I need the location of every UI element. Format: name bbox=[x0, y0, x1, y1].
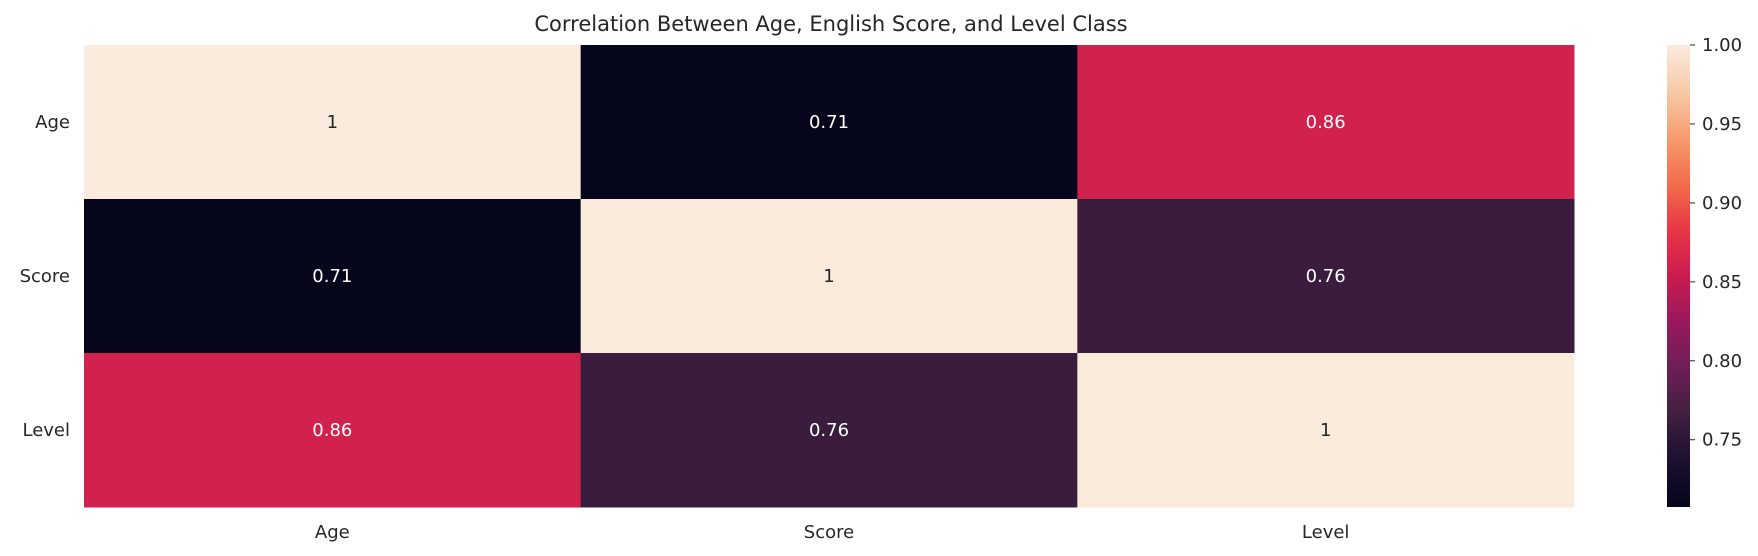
colorbar-tick-label: 0.95 bbox=[1702, 114, 1742, 135]
x-tick-label: Age bbox=[315, 522, 350, 543]
y-tick-label: Level bbox=[22, 420, 70, 441]
colorbar-tick-label: 0.75 bbox=[1702, 430, 1742, 451]
colorbar-gradient bbox=[1667, 45, 1690, 507]
x-tick-label: Score bbox=[804, 522, 854, 543]
heatmap-cell bbox=[84, 353, 582, 508]
heatmap-cell bbox=[580, 353, 1078, 508]
heatmap-cell-label: 0.76 bbox=[809, 420, 849, 441]
heatmap-cell-label: 0.86 bbox=[312, 420, 352, 441]
heatmap-cell-label: 1 bbox=[327, 112, 338, 133]
heatmap-cell bbox=[1077, 199, 1575, 354]
colorbar: 0.75 0.80 0.85 0.90 0.95 1.00 bbox=[1667, 35, 1742, 507]
heatmap-cell bbox=[1077, 353, 1575, 508]
y-tick-label: Age bbox=[35, 112, 70, 133]
heatmap-cell bbox=[580, 45, 1078, 200]
x-axis-tick-labels: Age Score Level bbox=[315, 522, 1350, 543]
heatmap-cell-label: 0.71 bbox=[809, 112, 849, 133]
heatmap-cell-label: 0.71 bbox=[312, 266, 352, 287]
y-axis-tick-labels: Age Score Level bbox=[20, 112, 70, 441]
colorbar-tick-label: 0.85 bbox=[1702, 272, 1742, 293]
heatmap-cell bbox=[1077, 45, 1575, 200]
heatmap-cell-label: 1 bbox=[823, 266, 834, 287]
x-tick-label: Level bbox=[1302, 522, 1350, 543]
colorbar-tick-label: 0.80 bbox=[1702, 351, 1742, 372]
colorbar-tick-label: 0.90 bbox=[1702, 193, 1742, 214]
heatmap-cell-label: 0.86 bbox=[1306, 112, 1346, 133]
heatmap-cell-label: 1 bbox=[1320, 420, 1331, 441]
colorbar-tick-label: 1.00 bbox=[1702, 35, 1742, 56]
heatmap-cell-labels: 1 0.71 0.86 0.71 1 0.76 0.86 0.76 1 bbox=[312, 112, 1345, 441]
chart-title: Correlation Between Age, English Score, … bbox=[534, 12, 1127, 36]
heatmap-cell bbox=[84, 199, 582, 354]
y-tick-label: Score bbox=[20, 266, 70, 287]
heatmap-cell-label: 0.76 bbox=[1306, 266, 1346, 287]
heatmap-cell bbox=[580, 199, 1078, 354]
heatmap-cells bbox=[84, 45, 1575, 508]
heatmap-cell bbox=[84, 45, 582, 200]
